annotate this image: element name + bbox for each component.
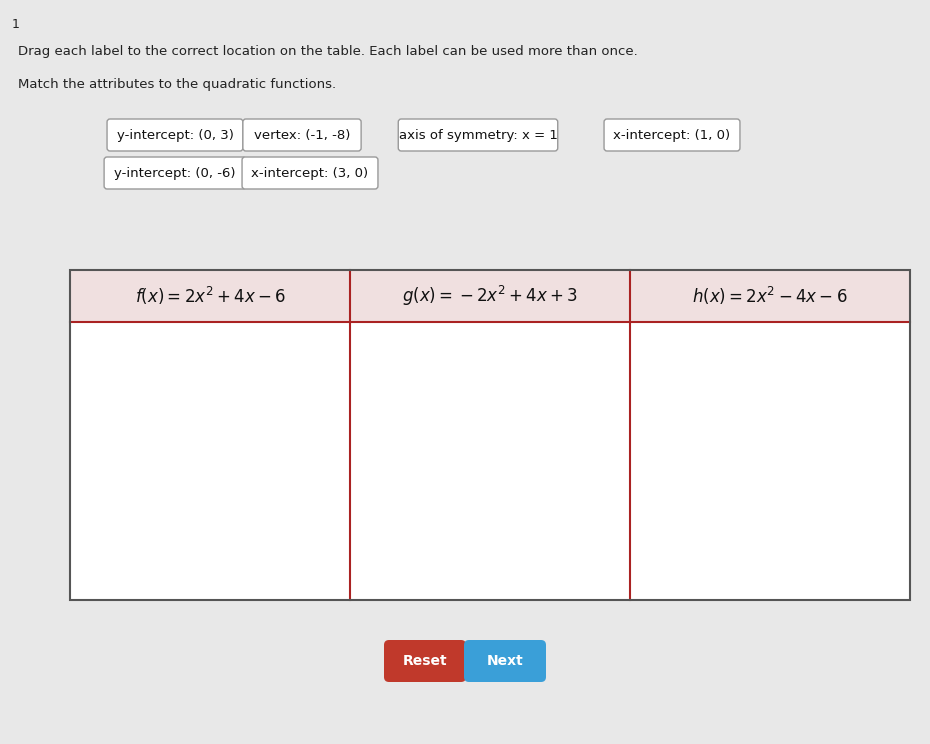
FancyBboxPatch shape xyxy=(243,119,361,151)
Text: $f(x) = 2x^2 + 4x - 6$: $f(x) = 2x^2 + 4x - 6$ xyxy=(135,285,286,307)
Text: x-intercept: (1, 0): x-intercept: (1, 0) xyxy=(614,129,731,141)
Text: Next: Next xyxy=(486,654,524,668)
Text: $h(x) = 2x^2 - 4x - 6$: $h(x) = 2x^2 - 4x - 6$ xyxy=(692,285,848,307)
Text: Match the attributes to the quadratic functions.: Match the attributes to the quadratic fu… xyxy=(18,78,336,91)
FancyBboxPatch shape xyxy=(604,119,740,151)
Text: Reset: Reset xyxy=(403,654,447,668)
Text: Drag each label to the correct location on the table. Each label can be used mor: Drag each label to the correct location … xyxy=(18,45,638,58)
FancyBboxPatch shape xyxy=(107,119,243,151)
Bar xyxy=(70,270,910,600)
Text: y-intercept: (0, -6): y-intercept: (0, -6) xyxy=(114,167,235,179)
Text: 1: 1 xyxy=(12,18,20,31)
FancyBboxPatch shape xyxy=(242,157,378,189)
FancyBboxPatch shape xyxy=(464,640,546,682)
FancyBboxPatch shape xyxy=(384,640,466,682)
Text: y-intercept: (0, 3): y-intercept: (0, 3) xyxy=(116,129,233,141)
FancyBboxPatch shape xyxy=(104,157,246,189)
Text: axis of symmetry: x = 1: axis of symmetry: x = 1 xyxy=(399,129,557,141)
Text: x-intercept: (3, 0): x-intercept: (3, 0) xyxy=(251,167,368,179)
FancyBboxPatch shape xyxy=(398,119,558,151)
Text: $g(x) = -2x^2 + 4x + 3$: $g(x) = -2x^2 + 4x + 3$ xyxy=(402,284,578,308)
Bar xyxy=(70,270,910,600)
Bar xyxy=(70,270,910,322)
Text: vertex: (-1, -8): vertex: (-1, -8) xyxy=(254,129,351,141)
